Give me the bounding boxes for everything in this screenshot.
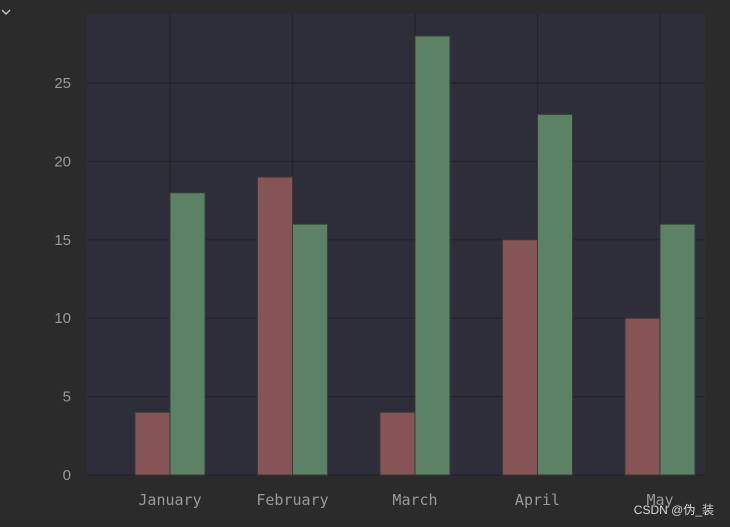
y-axis-ticks: 0 5 10 15 20 25 bbox=[54, 75, 71, 484]
bars bbox=[134, 35, 696, 476]
x-tick-label: January bbox=[138, 491, 201, 509]
bar-series-1-february bbox=[257, 176, 293, 476]
bar-series-1-may bbox=[624, 317, 661, 476]
x-tick-label: March bbox=[392, 491, 437, 509]
y-tick-label: 0 bbox=[63, 467, 71, 484]
bar-series-1-march bbox=[379, 411, 416, 476]
y-tick-label: 25 bbox=[54, 75, 71, 92]
bar-series-2-february bbox=[292, 223, 328, 476]
bar-series-2-april bbox=[537, 113, 573, 476]
bar-series-2-may bbox=[659, 223, 696, 476]
y-tick-label: 10 bbox=[54, 310, 71, 327]
bar-series-1-april bbox=[502, 239, 538, 476]
y-tick-label: 5 bbox=[63, 389, 71, 406]
chevron-down-icon[interactable] bbox=[0, 6, 12, 18]
bar-series-2-march bbox=[414, 35, 451, 476]
bar-series-2-january bbox=[169, 192, 206, 476]
x-tick-label: May bbox=[646, 491, 673, 509]
bar-series-1-january bbox=[134, 411, 171, 476]
x-tick-label: April bbox=[515, 491, 560, 509]
y-tick-label: 15 bbox=[54, 232, 71, 249]
y-tick-label: 20 bbox=[54, 153, 71, 170]
x-axis-ticks: January February March April May bbox=[138, 491, 673, 509]
watermark: CSDN @伪_装 bbox=[633, 503, 714, 517]
x-tick-label: February bbox=[256, 491, 328, 509]
